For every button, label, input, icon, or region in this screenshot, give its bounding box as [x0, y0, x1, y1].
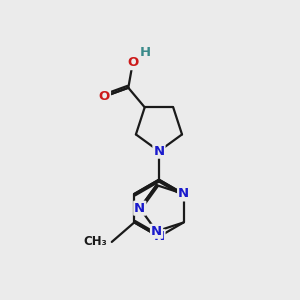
Text: O: O: [99, 90, 110, 103]
Text: O: O: [127, 56, 138, 69]
Text: CH₃: CH₃: [83, 236, 107, 248]
Text: H: H: [140, 46, 151, 59]
Text: N: N: [153, 145, 164, 158]
Text: N: N: [178, 188, 189, 200]
Text: N: N: [151, 225, 162, 238]
Text: N: N: [134, 202, 145, 215]
Text: N: N: [153, 230, 164, 243]
